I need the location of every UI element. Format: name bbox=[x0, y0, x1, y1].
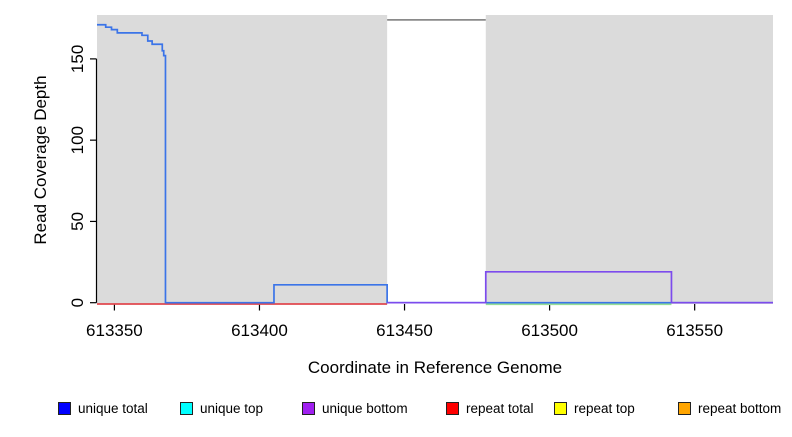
repeat-total-swatch bbox=[446, 401, 459, 415]
x-tick-label: 613350 bbox=[86, 321, 143, 340]
legend-label: repeat bottom bbox=[698, 400, 782, 416]
plot-background-region bbox=[97, 15, 388, 304]
unique-bottom-swatch bbox=[302, 401, 315, 415]
series-line-unique-total bbox=[97, 23, 773, 304]
legend-label: unique bottom bbox=[322, 400, 408, 416]
plot-background-region bbox=[485, 15, 773, 304]
legend-item-repeat-top: repeat top bbox=[554, 400, 635, 416]
x-tick-label: 613500 bbox=[521, 321, 578, 340]
legend-label: unique top bbox=[200, 400, 264, 416]
x-axis-title: Coordinate in Reference Genome bbox=[307, 358, 563, 377]
legend-item-repeat-bottom: repeat bottom bbox=[678, 400, 781, 416]
legend-item-unique-total: unique total bbox=[58, 400, 148, 416]
repeat-top-swatch bbox=[554, 401, 567, 415]
chart-legend: unique total unique top unique bottom re… bbox=[0, 398, 792, 420]
legend-label: repeat total bbox=[466, 400, 534, 416]
legend-label: repeat top bbox=[574, 400, 635, 416]
unique-top-swatch bbox=[180, 401, 193, 415]
legend-item-unique-bottom: unique bottom bbox=[302, 400, 408, 416]
x-tick-label: 613550 bbox=[666, 321, 723, 340]
y-tick-label: 100 bbox=[68, 126, 87, 154]
y-tick-label: 0 bbox=[68, 298, 87, 307]
y-tick-label: 50 bbox=[68, 212, 87, 231]
repeat-bottom-swatch bbox=[678, 401, 691, 415]
y-axis-title: Read Coverage Depth bbox=[31, 75, 50, 245]
legend-item-unique-top: unique top bbox=[180, 400, 263, 416]
x-tick-label: 613450 bbox=[376, 321, 433, 340]
series-line-unique-bottom bbox=[387, 270, 773, 304]
legend-item-repeat-total: repeat total bbox=[446, 400, 534, 416]
y-tick-label: 150 bbox=[68, 45, 87, 73]
legend-label: unique total bbox=[78, 400, 148, 416]
x-tick-label: 613400 bbox=[231, 321, 288, 340]
unique-total-swatch bbox=[58, 401, 71, 415]
